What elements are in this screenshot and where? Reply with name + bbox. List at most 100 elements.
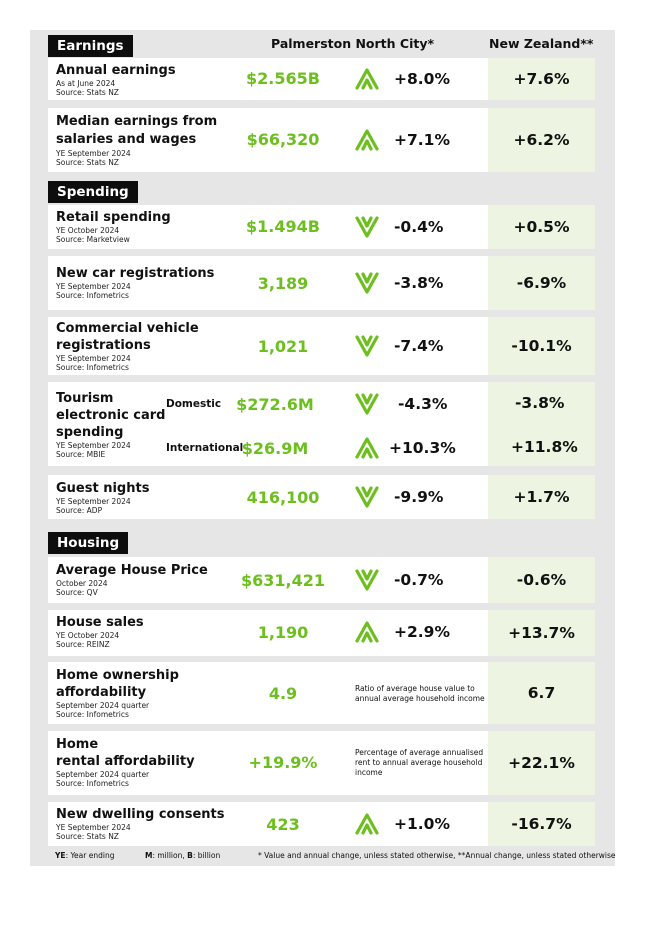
chevron-down-icon <box>354 567 380 593</box>
row-source: Source: Stats NZ <box>56 88 119 97</box>
row-period: YE September 2024 <box>56 823 131 832</box>
footer-note: * Value and annual change, unless stated… <box>258 851 616 860</box>
row-label: Median earnings from <box>56 114 218 129</box>
row-period: September 2024 quarter <box>56 701 150 710</box>
footer-m-text: : million, <box>152 851 188 860</box>
city-value: +19.9% <box>248 753 318 772</box>
row-source: Source: Infometrics <box>56 779 129 788</box>
nz-value: +0.5% <box>488 205 595 249</box>
city-value: 4.9 <box>268 684 298 703</box>
chevron-down-icon <box>354 214 380 240</box>
nz-value: -6.9% <box>488 256 595 310</box>
row-source: Source: Stats NZ <box>56 158 119 167</box>
row-label: Home <box>56 737 99 752</box>
chevron-up-icon <box>354 811 380 837</box>
footer-ye-key: YE <box>55 851 66 860</box>
nz-value: -16.7% <box>488 802 595 846</box>
chevron-down-icon <box>354 391 380 417</box>
row-label: Guest nights <box>56 481 150 496</box>
row-period: YE October 2024 <box>56 226 120 235</box>
city-value: 423 <box>266 815 300 834</box>
city-change-international: +10.3% <box>389 439 456 457</box>
chevron-down-icon <box>354 484 380 510</box>
chevron-down-icon <box>354 333 380 359</box>
chevron-up-icon <box>354 66 380 92</box>
row-label: New dwelling consents <box>56 807 225 822</box>
chevron-up-icon <box>354 619 380 645</box>
domestic-label: Domestic <box>166 398 222 410</box>
nz-value: +7.6% <box>488 58 595 100</box>
chevron-down-icon <box>354 270 380 296</box>
footer-b-key: B <box>187 851 193 860</box>
city-value: 416,100 <box>246 488 320 507</box>
row-source: Source: Infometrics <box>56 710 129 719</box>
nz-value: 6.7 <box>488 662 595 724</box>
row-source: Source: Infometrics <box>56 291 129 300</box>
nz-value: +6.2% <box>488 108 595 172</box>
nz-value: +1.7% <box>488 475 595 519</box>
city-change: +7.1% <box>394 131 450 149</box>
row-label: rental affordability <box>56 754 195 769</box>
row-label: registrations <box>56 338 151 353</box>
city-value: 1,190 <box>257 623 309 642</box>
footer-ye-text: : Year ending <box>65 851 115 860</box>
row-source: Source: Stats NZ <box>56 832 119 841</box>
row-period: YE September 2024 <box>56 282 131 291</box>
footer-ye-legend: YE: Year ending <box>55 851 114 860</box>
international-label: International <box>166 442 244 454</box>
city-change: -0.4% <box>394 218 444 236</box>
nz-value: +11.8% <box>511 438 578 456</box>
city-column-header: Palmerston North City* <box>271 36 435 51</box>
row-label: affordability <box>56 685 147 700</box>
row-label: Average House Price <box>56 563 208 578</box>
row-source: Source: Infometrics <box>56 363 129 372</box>
city-change: -9.9% <box>394 488 444 506</box>
row-period: YE October 2024 <box>56 631 120 640</box>
row-label: Commercial vehicle <box>56 321 199 336</box>
city-change: +8.0% <box>394 70 450 88</box>
city-change-domestic: -4.3% <box>398 395 448 413</box>
city-value-domestic: $272.6M <box>236 395 314 414</box>
row-label: electronic card <box>56 408 166 423</box>
nz-value: +13.7% <box>488 610 595 656</box>
footer-b-text: : billion <box>192 851 221 860</box>
nz-column-header: New Zealand** <box>489 36 594 51</box>
city-change: -3.8% <box>394 274 444 292</box>
city-change: -0.7% <box>394 571 444 589</box>
percentage-note: Percentage of average annualised rent to… <box>355 748 484 777</box>
footer-m-key: M <box>145 851 153 860</box>
city-change: -7.4% <box>394 337 444 355</box>
row-label: Home ownership <box>56 668 179 683</box>
chevron-up-icon <box>354 127 380 153</box>
row-period: YE September 2024 <box>56 497 131 506</box>
nz-cell-tourism <box>488 382 595 466</box>
row-period: September 2024 quarter <box>56 770 150 779</box>
row-label: salaries and wages <box>56 132 197 147</box>
section-housing: Housing <box>48 532 129 554</box>
row-source: Source: MBIE <box>56 450 106 459</box>
row-source: Source: REINZ <box>56 640 110 649</box>
section-spending: Spending <box>48 181 138 203</box>
city-change: +1.0% <box>394 815 450 833</box>
city-change: +2.9% <box>394 623 450 641</box>
nz-value: -0.6% <box>488 557 595 603</box>
row-period: YE September 2024 <box>56 441 131 450</box>
row-label: Annual earnings <box>56 63 176 78</box>
row-label: Tourism <box>56 391 114 406</box>
nz-value: -10.1% <box>488 317 595 375</box>
nz-value: -3.8% <box>515 394 565 412</box>
row-period: YE September 2024 <box>56 354 131 363</box>
city-value-international: $26.9M <box>241 439 309 458</box>
row-label: Retail spending <box>56 210 171 225</box>
chevron-up-icon <box>354 435 380 461</box>
row-label: spending <box>56 425 124 440</box>
city-value: 3,189 <box>257 274 309 293</box>
section-earnings: Earnings <box>48 35 133 57</box>
ratio-note: Ratio of average house value to annual a… <box>355 684 485 703</box>
row-period: YE September 2024 <box>56 149 131 158</box>
city-value: $1.494B <box>246 217 320 236</box>
footer-unit-legend: M: million, B: billion <box>145 851 220 860</box>
row-source: Source: Marketview <box>56 235 130 244</box>
row-source: Source: ADP <box>56 506 103 515</box>
row-period: October 2024 <box>56 579 108 588</box>
